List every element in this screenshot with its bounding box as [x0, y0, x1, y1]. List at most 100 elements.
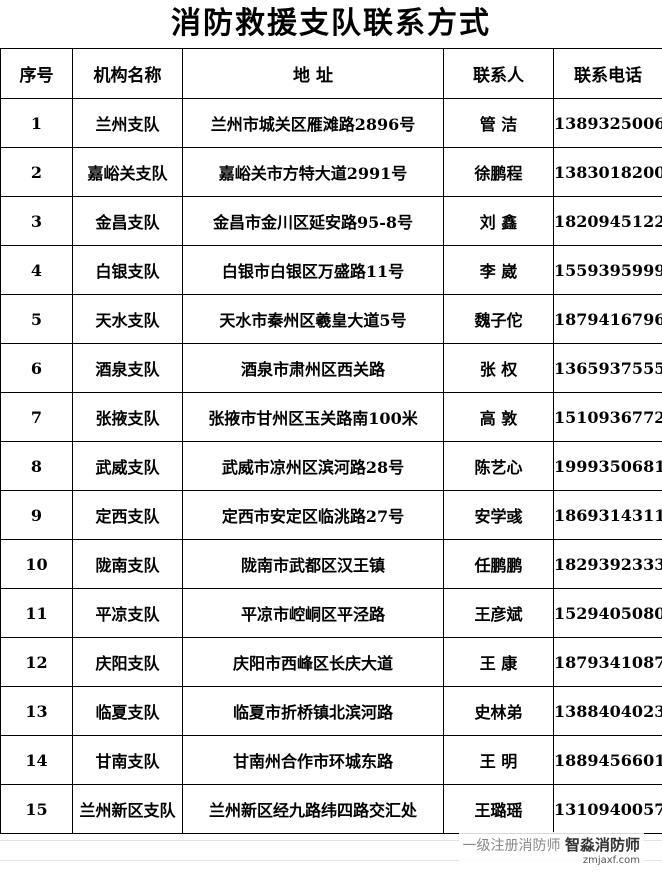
- table-cell: 4: [0, 245, 73, 295]
- table-cell: 1: [0, 98, 73, 148]
- table-cell: 15109367726: [553, 392, 662, 442]
- table-cell: 定西市安定区临洮路27号: [182, 490, 444, 540]
- table-row: 9定西支队定西市安定区临洮路27号安学彧18693143119: [0, 490, 662, 540]
- table-cell: 兰州支队: [72, 98, 183, 148]
- table-cell: 白银支队: [72, 245, 183, 295]
- table-cell: 19993506818: [553, 441, 662, 491]
- table-cell: 酒泉市肃州区西关路: [182, 343, 444, 393]
- table-cell: 兰州新区经九路纬四路交汇处: [182, 784, 444, 834]
- table-cell: 甘南支队: [72, 735, 183, 785]
- table-cell: 13109400572: [553, 784, 662, 834]
- table-cell: 3: [0, 196, 73, 246]
- table-cell: 魏子佗: [443, 294, 554, 344]
- table-cell: 13: [0, 686, 73, 736]
- table-cell: 13884040233: [553, 686, 662, 736]
- table-cell: 甘南州合作市环城东路: [182, 735, 444, 785]
- table-row: 2嘉峪关支队嘉峪关市方特大道2991号徐鹏程13830182001: [0, 147, 662, 197]
- header-cell: 联系电话: [553, 48, 662, 99]
- table-cell: 18209451229: [553, 196, 662, 246]
- table-cell: 9: [0, 490, 73, 540]
- table-row: 15兰州新区支队兰州新区经九路纬四路交汇处王璐瑶13109400572: [0, 784, 662, 834]
- table-cell: 酒泉支队: [72, 343, 183, 393]
- table-cell: 15: [0, 784, 73, 834]
- table-cell: 任鹏鹏: [443, 539, 554, 589]
- table-cell: 武威市凉州区滨河路28号: [182, 441, 444, 491]
- table-cell: 李 崴: [443, 245, 554, 295]
- table-cell: 张掖市甘州区玉关路南100米: [182, 392, 444, 442]
- table-cell: 11: [0, 588, 73, 638]
- table-cell: 安学彧: [443, 490, 554, 540]
- table-cell: 12: [0, 637, 73, 687]
- header-cell: 机构名称: [72, 48, 183, 99]
- table-cell: 14: [0, 735, 73, 785]
- table-cell: 嘉峪关支队: [72, 147, 183, 197]
- table-cell: 白银市白银区万盛路11号: [182, 245, 444, 295]
- table-cell: 5: [0, 294, 73, 344]
- table-cell: 天水支队: [72, 294, 183, 344]
- table-cell: 陇南市武都区汉王镇: [182, 539, 444, 589]
- table-cell: 庆阳支队: [72, 637, 183, 687]
- table-cell: 高 敦: [443, 392, 554, 442]
- table-cell: 18693143119: [553, 490, 662, 540]
- table-cell: 临夏市折桥镇北滨河路: [182, 686, 444, 736]
- table-cell: 陈艺心: [443, 441, 554, 491]
- table-cell: 平凉市崆峒区平泾路: [182, 588, 444, 638]
- table-row: 8武威支队武威市凉州区滨河路28号陈艺心19993506818: [0, 441, 662, 491]
- table-cell: 18894566010: [553, 735, 662, 785]
- table-cell: 武威支队: [72, 441, 183, 491]
- table-cell: 张 权: [443, 343, 554, 393]
- table-row: 10陇南支队陇南市武都区汉王镇任鹏鹏18293923336: [0, 539, 662, 589]
- table-cell: 天水市秦州区羲皇大道5号: [182, 294, 444, 344]
- table-cell: 陇南支队: [72, 539, 183, 589]
- table-cell: 金昌支队: [72, 196, 183, 246]
- header-cell: 序号: [0, 48, 73, 99]
- table-cell: 13830182001: [553, 147, 662, 197]
- table-cell: 嘉峪关市方特大道2991号: [182, 147, 444, 197]
- table-cell: 13893250067: [553, 98, 662, 148]
- header-row: 序号 机构名称地 址联系人 联系电话: [0, 48, 662, 99]
- table-cell: 临夏支队: [72, 686, 183, 736]
- table-cell: 兰州市城关区雁滩路2896号: [182, 98, 444, 148]
- table-cell: 定西支队: [72, 490, 183, 540]
- table-cell: 庆阳市西峰区长庆大道: [182, 637, 444, 687]
- table-cell: 6: [0, 343, 73, 393]
- table-cell: 10: [0, 539, 73, 589]
- table-cell: 18293923336: [553, 539, 662, 589]
- table-cell: 王 明: [443, 735, 554, 785]
- table-cell: 2: [0, 147, 73, 197]
- table-cell: 金昌市金川区延安路95-8号: [182, 196, 444, 246]
- table-row: 13临夏支队临夏市折桥镇北滨河路史林弟13884040233: [0, 686, 662, 736]
- table-cell: 18794167962: [553, 294, 662, 344]
- table-cell: 8: [0, 441, 73, 491]
- watermark: 一级注册消防师 智淼消防师 zmjaxf.com: [458, 832, 644, 868]
- table-cell: 王 康: [443, 637, 554, 687]
- table-cell: 兰州新区支队: [72, 784, 183, 834]
- table-cell: 史林弟: [443, 686, 554, 736]
- table-row: 5天水支队天水市秦州区羲皇大道5号魏子佗18794167962: [0, 294, 662, 344]
- table-cell: 管 洁: [443, 98, 554, 148]
- watermark-brand: 智淼消防师: [564, 836, 640, 854]
- header-cell: 联系人: [443, 48, 554, 99]
- table-cell: 平凉支队: [72, 588, 183, 638]
- table-cell: 15593959993: [553, 245, 662, 295]
- table-cell: 刘 鑫: [443, 196, 554, 246]
- table-cell: 7: [0, 392, 73, 442]
- title: 消防救援支队联系方式: [0, 0, 662, 48]
- header-cell: 地 址: [182, 48, 444, 99]
- table-cell: 13659375559: [553, 343, 662, 393]
- watermark-caption: 一级注册消防师: [462, 838, 561, 854]
- watermark-site: zmjaxf.com: [582, 855, 640, 866]
